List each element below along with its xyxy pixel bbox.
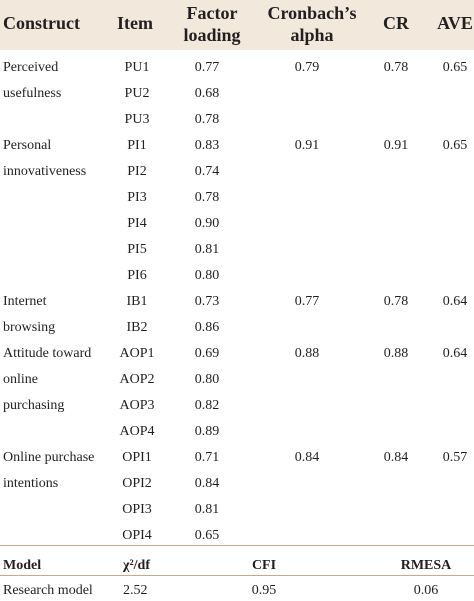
cr-cell: 0.91 bbox=[383, 138, 409, 153]
header-factor-loading-line1: Factor bbox=[186, 3, 238, 23]
model-fit-divider bbox=[0, 545, 474, 546]
header-cr: CR bbox=[383, 13, 409, 33]
factor-loading-cell: 0.80 bbox=[194, 268, 220, 283]
factor-loading-cell: 0.83 bbox=[194, 138, 220, 153]
factor-loading-cell: 0.68 bbox=[194, 86, 220, 101]
item-cell: PI2 bbox=[127, 164, 147, 179]
construct-cell: intentions bbox=[3, 476, 59, 491]
ave-cell: 0.65 bbox=[442, 138, 468, 153]
factor-loading-cell: 0.81 bbox=[194, 502, 220, 517]
item-cell: PI1 bbox=[127, 138, 147, 153]
factor-loading-cell: 0.81 bbox=[194, 242, 220, 257]
construct-cell: Perceived bbox=[3, 60, 59, 75]
item-cell: PU1 bbox=[124, 60, 150, 75]
model-fit-chi2df: 2.52 bbox=[123, 583, 148, 598]
header-item: Item bbox=[117, 13, 153, 33]
model-fit-rmesa: 0.06 bbox=[413, 583, 439, 598]
construct-cell: Online purchase bbox=[3, 450, 95, 465]
item-cell: OPI1 bbox=[122, 450, 152, 465]
factor-loading-cell: 0.80 bbox=[194, 372, 220, 387]
model-fit-header-chi2df: χ²/df bbox=[123, 558, 151, 573]
item-cell: AOP1 bbox=[119, 346, 155, 361]
construct-cell: browsing bbox=[3, 320, 56, 335]
item-cell: PI6 bbox=[127, 268, 147, 283]
item-cell: AOP2 bbox=[119, 372, 155, 387]
ave-cell: 0.64 bbox=[442, 346, 468, 361]
ave-cell: 0.57 bbox=[442, 450, 468, 465]
cronbach-alpha-cell: 0.88 bbox=[294, 346, 320, 361]
ave-cell: 0.64 bbox=[442, 294, 468, 309]
table-header-band bbox=[0, 0, 474, 50]
header-factor-loading-line2: loading bbox=[183, 25, 241, 45]
factor-loading-cell: 0.71 bbox=[194, 450, 220, 465]
model-fit-cfi: 0.95 bbox=[251, 583, 277, 598]
construct-cell: usefulness bbox=[3, 86, 62, 101]
item-cell: PI3 bbox=[127, 190, 147, 205]
item-cell: IB1 bbox=[126, 294, 148, 309]
construct-cell: Internet bbox=[3, 294, 47, 309]
construct-cell: Attitude toward bbox=[3, 346, 92, 361]
construct-cell: online bbox=[3, 372, 38, 387]
header-ave: AVE bbox=[437, 13, 473, 33]
factor-loading-cell: 0.73 bbox=[194, 294, 220, 309]
ave-cell: 0.65 bbox=[442, 60, 468, 75]
factor-loading-cell: 0.90 bbox=[194, 216, 220, 231]
header-cronbach-alpha-line2: alpha bbox=[290, 25, 334, 45]
item-cell: OPI2 bbox=[122, 476, 152, 491]
factor-loading-cell: 0.82 bbox=[194, 398, 220, 413]
factor-loading-cell: 0.65 bbox=[194, 528, 220, 543]
factor-loading-cell: 0.77 bbox=[194, 60, 220, 75]
construct-cell: purchasing bbox=[3, 398, 65, 413]
factor-loading-cell: 0.86 bbox=[194, 320, 220, 335]
header-cronbach-alpha-line1: Cronbach’s bbox=[267, 3, 357, 23]
item-cell: PU3 bbox=[124, 112, 150, 127]
factor-loading-cell: 0.78 bbox=[194, 190, 220, 205]
item-cell: OPI3 bbox=[122, 502, 152, 517]
model-fit-header-rmesa: RMESA bbox=[400, 558, 452, 573]
item-cell: PI4 bbox=[127, 216, 147, 231]
model-fit-model: Research model bbox=[3, 583, 93, 598]
model-fit-header-cfi: CFI bbox=[251, 558, 277, 573]
cr-cell: 0.88 bbox=[383, 346, 409, 361]
cronbach-alpha-cell: 0.77 bbox=[294, 294, 320, 309]
construct-cell: Personal bbox=[3, 138, 52, 153]
factor-loading-cell: 0.74 bbox=[194, 164, 220, 179]
factor-loading-cell: 0.84 bbox=[194, 476, 220, 491]
item-cell: PI5 bbox=[127, 242, 147, 257]
construct-cell: innovativeness bbox=[3, 164, 87, 179]
item-cell: PU2 bbox=[124, 86, 150, 101]
model-fit-row-divider bbox=[0, 575, 474, 576]
factor-loading-cell: 0.89 bbox=[194, 424, 220, 439]
model-fit-header-model: Model bbox=[3, 558, 42, 573]
header-construct: Construct bbox=[3, 13, 80, 33]
item-cell: IB2 bbox=[126, 320, 148, 335]
cr-cell: 0.78 bbox=[383, 60, 409, 75]
item-cell: AOP4 bbox=[119, 424, 155, 439]
cr-cell: 0.78 bbox=[383, 294, 409, 309]
cronbach-alpha-cell: 0.84 bbox=[294, 450, 320, 465]
cronbach-alpha-cell: 0.91 bbox=[294, 138, 320, 153]
item-cell: AOP3 bbox=[119, 398, 155, 413]
cr-cell: 0.84 bbox=[383, 450, 409, 465]
cronbach-alpha-cell: 0.79 bbox=[294, 60, 320, 75]
factor-loading-cell: 0.78 bbox=[194, 112, 220, 127]
factor-loading-cell: 0.69 bbox=[194, 346, 220, 361]
item-cell: OPI4 bbox=[122, 528, 152, 543]
